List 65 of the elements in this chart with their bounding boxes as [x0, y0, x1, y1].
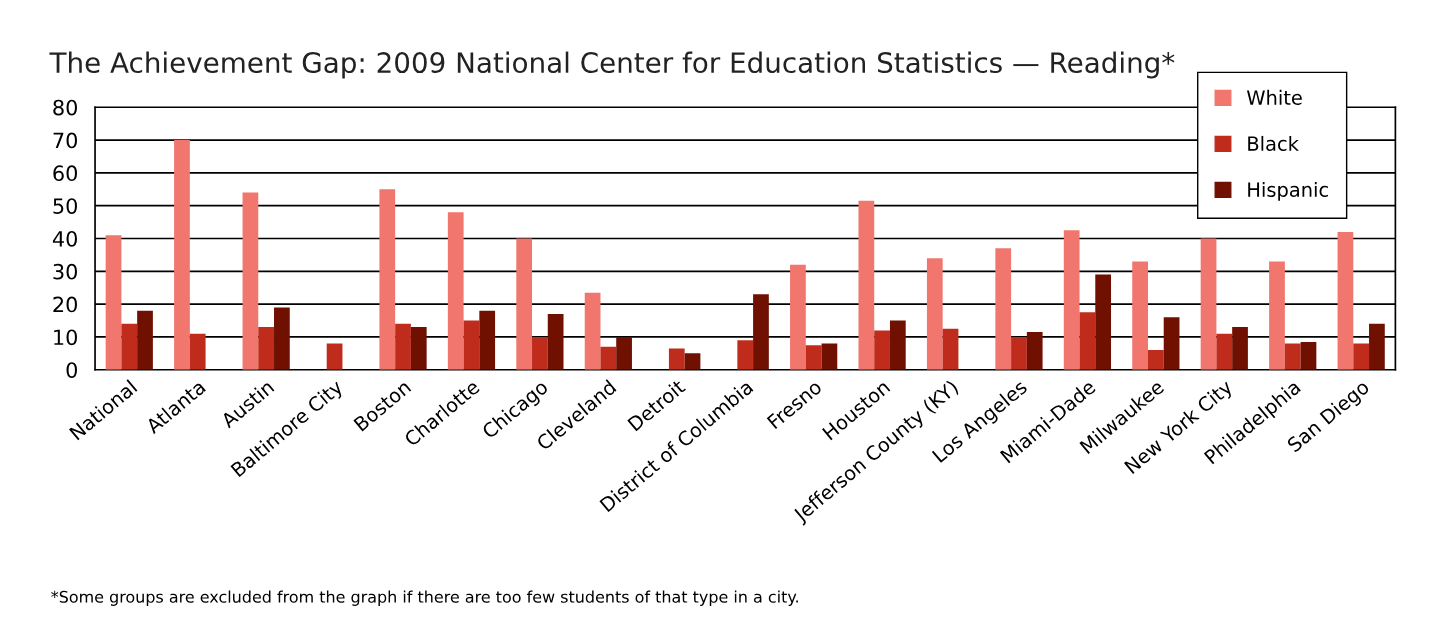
legend-label: Black — [1248, 135, 1299, 151]
bar — [121, 323, 138, 370]
bar — [532, 336, 548, 370]
bar — [1026, 332, 1043, 370]
bar — [410, 327, 427, 370]
bar — [1079, 312, 1096, 370]
bar — [926, 258, 943, 370]
bar — [547, 313, 564, 370]
bar — [137, 310, 153, 370]
bar — [737, 340, 754, 370]
bar — [1063, 230, 1080, 370]
y-tick-label: 60 — [53, 165, 77, 182]
y-tick-label: 50 — [53, 198, 77, 214]
bar — [463, 320, 480, 370]
bar — [1232, 327, 1248, 370]
bar — [584, 292, 601, 370]
bar — [995, 248, 1012, 370]
bar — [1337, 231, 1354, 370]
bar — [858, 200, 875, 370]
bar — [1011, 336, 1027, 370]
bar — [821, 343, 838, 370]
bar — [1269, 261, 1285, 370]
bar — [1095, 274, 1112, 370]
bar — [1200, 238, 1217, 370]
y-tick-label: 40 — [52, 230, 77, 247]
bar — [1300, 341, 1317, 370]
y-tick-label: 30 — [53, 263, 77, 280]
bar — [1163, 317, 1180, 370]
bar — [447, 212, 464, 370]
bar — [274, 307, 290, 370]
bar — [684, 353, 701, 370]
bar — [790, 264, 806, 370]
bar — [1369, 323, 1385, 370]
bar — [1353, 343, 1370, 370]
bar — [326, 343, 343, 370]
bar — [668, 348, 685, 370]
legend-label: White — [1246, 89, 1302, 105]
bar — [1147, 350, 1164, 370]
bar — [600, 346, 617, 370]
bar — [889, 320, 906, 370]
bar — [1284, 343, 1301, 370]
y-tick-label: 20 — [53, 296, 77, 313]
bar — [516, 238, 533, 370]
bar — [174, 140, 190, 370]
bar — [379, 189, 396, 370]
bar — [1216, 333, 1233, 370]
legend-label: Hispanic — [1248, 181, 1328, 201]
bar — [395, 323, 411, 370]
y-tick-label: 70 — [53, 132, 77, 149]
bar — [753, 294, 769, 370]
bar — [242, 192, 259, 370]
bar — [1132, 261, 1148, 370]
y-tick-label: 10 — [54, 329, 77, 346]
bar — [189, 333, 206, 370]
bar — [805, 345, 822, 370]
bar — [479, 310, 496, 370]
text: *Some groups are excluded from the graph if there are too few students of that type in a city. — [51, 590, 798, 606]
bar — [942, 328, 959, 370]
y-tick-label: 0 — [66, 362, 77, 378]
chart-title: The Achievement Gap: 2009 National Center for Education Statistics — Reading* — [49, 51, 1175, 79]
bar — [616, 336, 632, 370]
bar — [105, 235, 122, 370]
bar — [258, 327, 275, 370]
bar — [874, 330, 890, 370]
y-tick-label: 80 — [53, 99, 77, 116]
